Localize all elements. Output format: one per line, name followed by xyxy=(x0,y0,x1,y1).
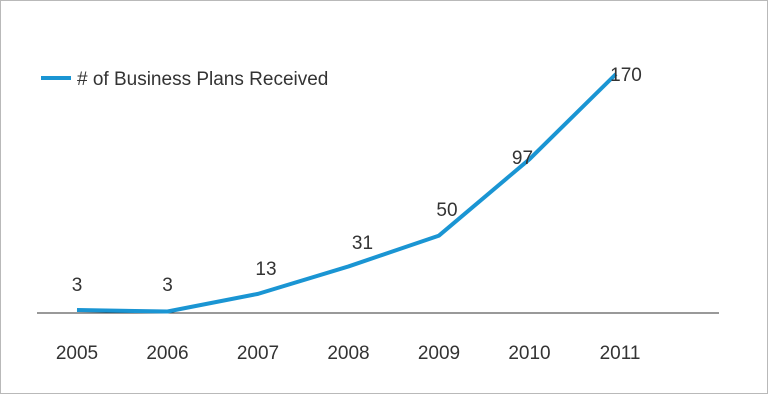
x-tick-label: 2006 xyxy=(146,343,188,364)
data-label: 13 xyxy=(255,259,276,280)
data-label: 3 xyxy=(162,275,173,296)
data-label: 31 xyxy=(352,233,373,254)
data-labels: 3 3 13 31 50 97 170 xyxy=(72,65,642,296)
legend: # of Business Plans Received xyxy=(41,69,328,90)
x-tick-label: 2011 xyxy=(600,343,641,364)
data-label: 170 xyxy=(610,65,642,86)
x-axis-tick-labels: 2005 2006 2007 2008 2009 2010 2011 xyxy=(56,343,641,364)
x-tick-label: 2008 xyxy=(327,343,369,364)
x-tick-label: 2010 xyxy=(508,343,550,364)
series-group xyxy=(77,74,616,312)
data-label: 97 xyxy=(512,148,533,169)
data-label: 3 xyxy=(72,275,83,296)
series-line xyxy=(77,74,616,312)
x-tick-label: 2007 xyxy=(237,343,279,364)
data-label: 50 xyxy=(436,200,457,221)
legend-label: # of Business Plans Received xyxy=(77,69,328,90)
x-tick-label: 2009 xyxy=(418,343,460,364)
x-tick-label: 2005 xyxy=(56,343,98,364)
